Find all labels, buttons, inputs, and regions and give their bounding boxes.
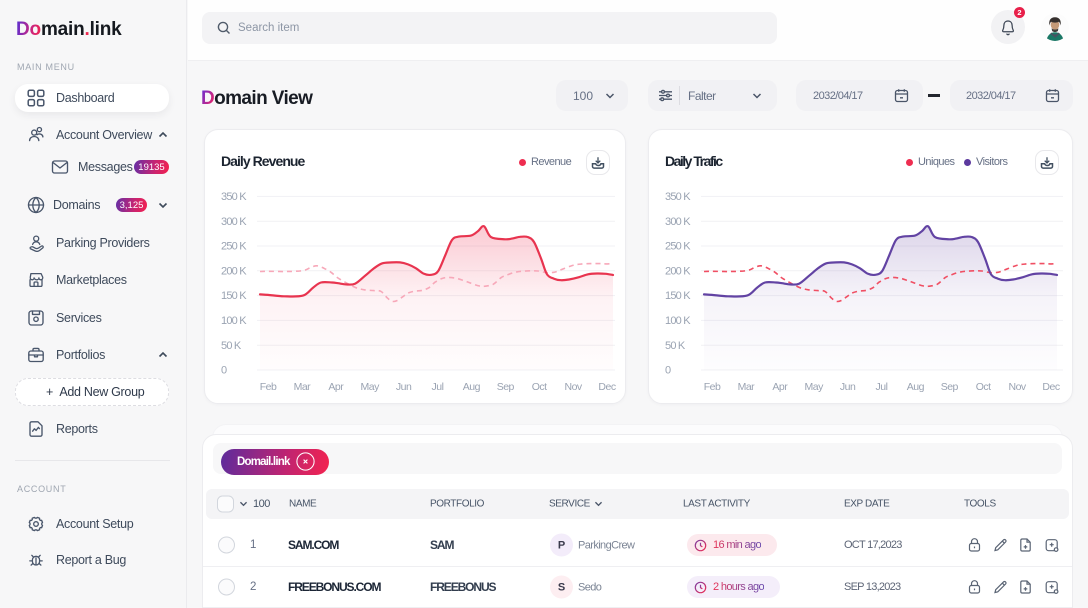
- svg-text:Dec: Dec: [598, 381, 615, 393]
- svg-text:Oct: Oct: [532, 381, 547, 393]
- svg-text:Apr: Apr: [328, 381, 344, 393]
- svg-text:Feb: Feb: [704, 381, 721, 393]
- svg-text:200 K: 200 K: [221, 265, 247, 277]
- svg-text:300 K: 300 K: [221, 216, 247, 228]
- svg-text:Apr: Apr: [772, 381, 788, 393]
- svg-text:50 K: 50 K: [221, 340, 242, 352]
- svg-text:250 K: 250 K: [665, 241, 691, 253]
- svg-text:Dec: Dec: [1042, 381, 1059, 393]
- svg-text:Feb: Feb: [260, 381, 277, 393]
- svg-text:150 K: 150 K: [221, 290, 247, 302]
- svg-text:Jul: Jul: [876, 381, 888, 393]
- svg-text:Oct: Oct: [976, 381, 991, 393]
- svg-text:May: May: [361, 381, 381, 393]
- svg-text:350 K: 350 K: [665, 191, 691, 203]
- svg-text:250 K: 250 K: [221, 241, 247, 253]
- svg-text:Mar: Mar: [294, 381, 312, 393]
- svg-text:May: May: [805, 381, 825, 393]
- svg-text:Jul: Jul: [432, 381, 444, 393]
- svg-text:Jun: Jun: [396, 381, 412, 393]
- svg-text:Nov: Nov: [1009, 381, 1027, 393]
- svg-text:100 K: 100 K: [665, 315, 691, 327]
- svg-text:0: 0: [665, 365, 671, 377]
- svg-text:300 K: 300 K: [665, 216, 691, 228]
- svg-text:Jun: Jun: [840, 381, 856, 393]
- svg-text:50 K: 50 K: [665, 340, 686, 352]
- svg-text:Aug: Aug: [463, 381, 481, 393]
- svg-text:0: 0: [221, 365, 227, 377]
- svg-text:200 K: 200 K: [665, 265, 691, 277]
- svg-text:150 K: 150 K: [665, 290, 691, 302]
- svg-text:100 K: 100 K: [221, 315, 247, 327]
- svg-text:Aug: Aug: [907, 381, 925, 393]
- svg-text:350 K: 350 K: [221, 191, 247, 203]
- svg-text:Nov: Nov: [565, 381, 583, 393]
- svg-text:Sep: Sep: [941, 381, 959, 393]
- svg-text:Mar: Mar: [738, 381, 756, 393]
- svg-text:Sep: Sep: [497, 381, 515, 393]
